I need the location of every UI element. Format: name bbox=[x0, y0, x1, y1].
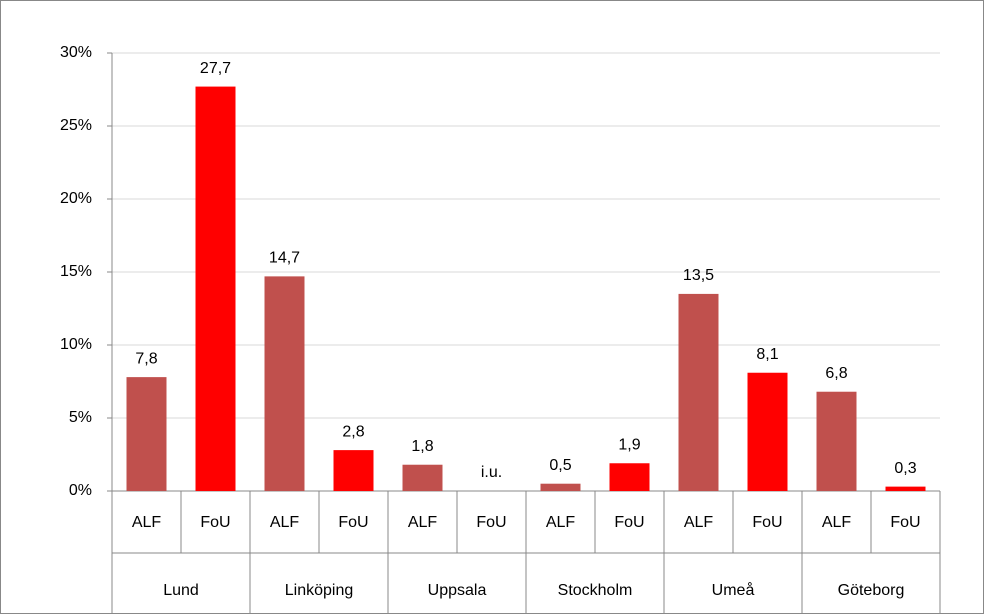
bar bbox=[747, 372, 788, 491]
x-tick-label: ALF bbox=[684, 514, 714, 531]
x-tick-label: ALF bbox=[270, 514, 300, 531]
data-label: 27,7 bbox=[200, 60, 231, 77]
data-label: 7,8 bbox=[135, 350, 157, 367]
group-label: Stockholm bbox=[558, 582, 633, 599]
x-tick-label: FoU bbox=[200, 514, 230, 531]
y-tick-label: 5% bbox=[69, 409, 92, 426]
data-label: 1,8 bbox=[411, 438, 433, 455]
x-tick-label: ALF bbox=[408, 514, 438, 531]
bar bbox=[816, 391, 857, 491]
bar bbox=[678, 293, 719, 491]
data-label: 13,5 bbox=[683, 267, 714, 284]
y-tick-label: 15% bbox=[60, 263, 92, 280]
x-tick-label: FoU bbox=[752, 514, 782, 531]
data-label: 2,8 bbox=[342, 423, 364, 440]
y-tick-label: 30% bbox=[60, 44, 92, 61]
x-tick-label: FoU bbox=[476, 514, 506, 531]
x-tick-label: FoU bbox=[890, 514, 920, 531]
data-label: i.u. bbox=[481, 464, 502, 481]
bar bbox=[402, 464, 443, 491]
data-label: 8,1 bbox=[756, 346, 778, 363]
y-tick-label: 20% bbox=[60, 190, 92, 207]
x-tick-label: FoU bbox=[614, 514, 644, 531]
group-label: Lund bbox=[163, 582, 199, 599]
y-tick-label: 10% bbox=[60, 336, 92, 353]
group-label: Göteborg bbox=[838, 582, 905, 599]
group-label: Umeå bbox=[712, 581, 755, 599]
bar bbox=[333, 450, 374, 491]
bar bbox=[126, 377, 167, 491]
bar bbox=[540, 483, 581, 491]
data-label: 0,3 bbox=[894, 460, 916, 477]
y-tick-label: 25% bbox=[60, 117, 92, 134]
bar bbox=[885, 486, 926, 491]
y-tick-label: 0% bbox=[69, 482, 92, 499]
x-tick-label: ALF bbox=[546, 514, 576, 531]
data-label: 6,8 bbox=[825, 365, 847, 382]
group-label: Linköping bbox=[285, 582, 354, 599]
x-tick-label: ALF bbox=[132, 514, 162, 531]
data-label: 14,7 bbox=[269, 250, 300, 267]
x-tick-label: ALF bbox=[822, 514, 852, 531]
group-label: Uppsala bbox=[428, 582, 487, 599]
bar bbox=[195, 86, 236, 491]
data-label: 0,5 bbox=[549, 457, 571, 474]
data-label: 1,9 bbox=[618, 436, 640, 453]
x-tick-label: FoU bbox=[338, 514, 368, 531]
bar bbox=[264, 276, 305, 491]
bar bbox=[609, 463, 650, 491]
